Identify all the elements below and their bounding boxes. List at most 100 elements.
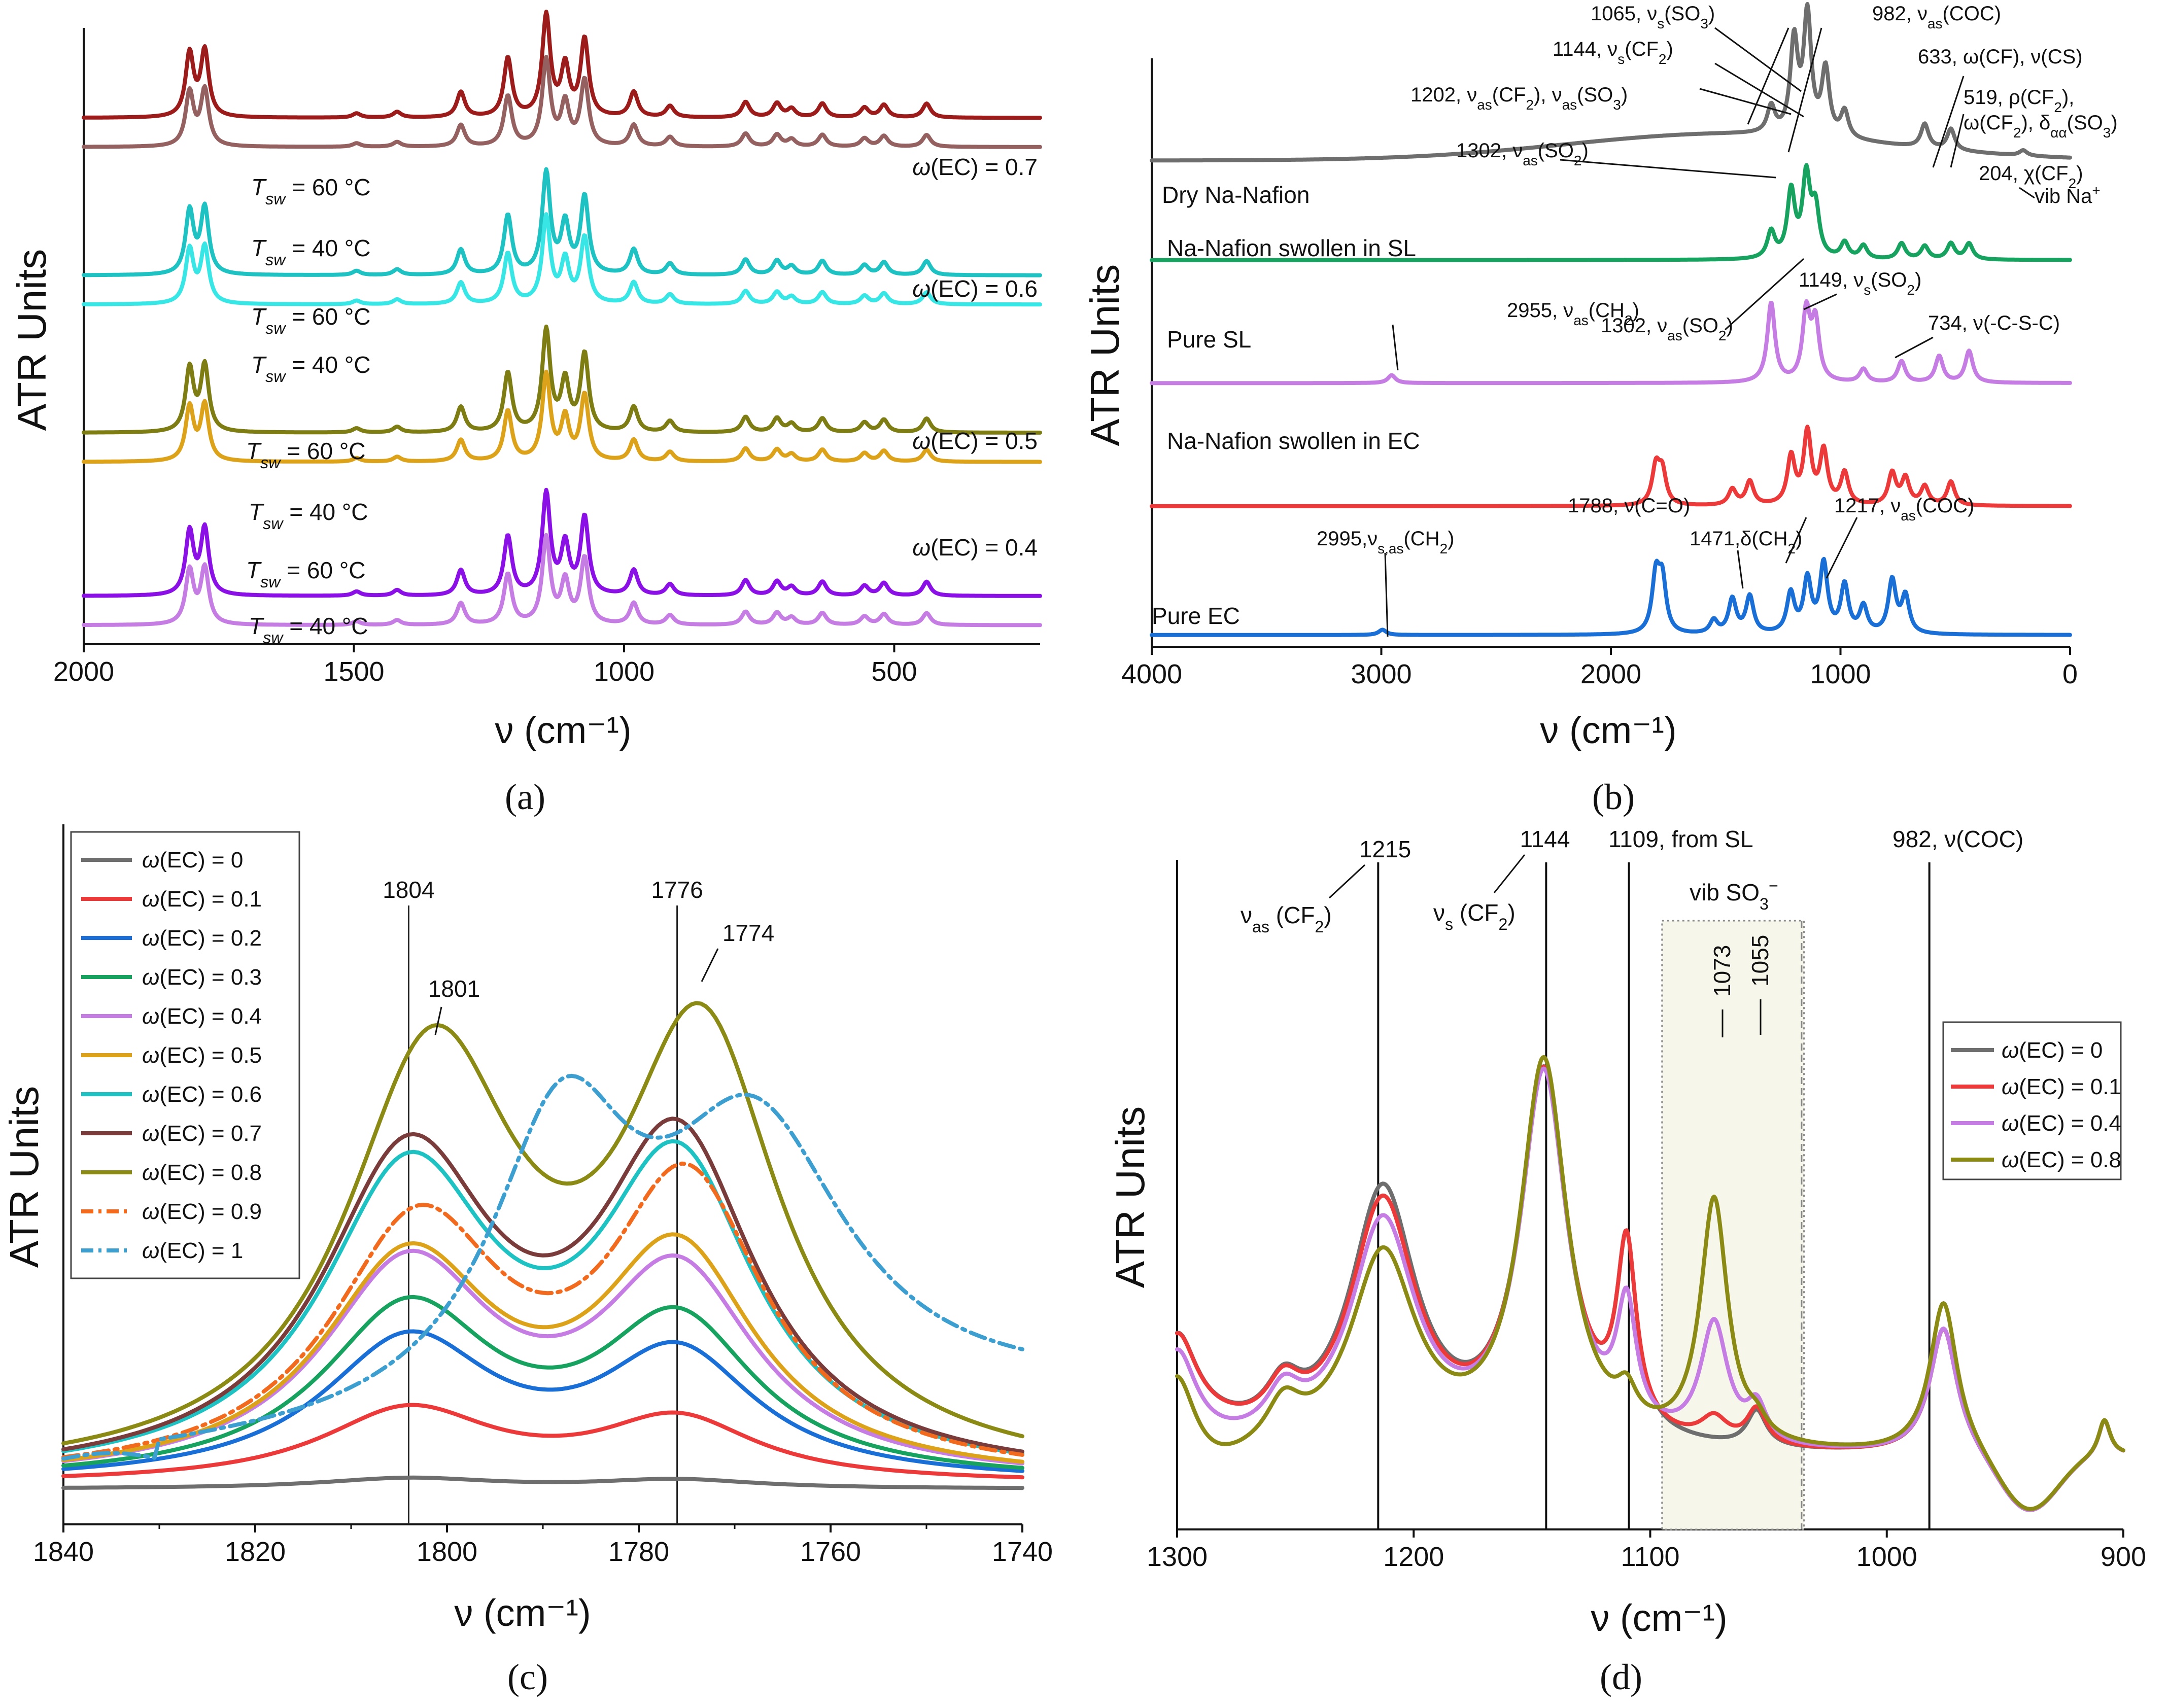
panel-c-xlabel: ν (cm⁻¹) (454, 1592, 591, 1634)
panel-d-series-line (1175, 1055, 2125, 1511)
panel-b-xlabel: ν (cm⁻¹) (1540, 709, 1676, 751)
panel-d-ylabel: ATR Units (1108, 1106, 1153, 1288)
panel-b-label: (b) (1592, 777, 1635, 817)
panel-d-x-tick-label: 1000 (1856, 1542, 1917, 1572)
panel-b-ticks: 4000 3000 2000 1000 0 (1121, 647, 2078, 689)
panel-b-leader-line (1392, 324, 1399, 371)
panel-c-reference-label: 1776 (651, 877, 703, 903)
panel-b-x-tick-label: 2000 (1580, 659, 1641, 689)
panel-c-series-line (61, 1403, 1024, 1480)
panel-b-x-tick-label: 1000 (1810, 659, 1871, 689)
panel-b-leader-line (1950, 114, 1965, 168)
panel-d-x-tick-label: 900 (2101, 1542, 2146, 1572)
panel-b-annotation: 2995,νs,as(CH2) (1317, 528, 1454, 556)
panel-a-ticks: 2000 1500 1000 500 (53, 644, 917, 687)
panel-b-annotation: 1149, νs(SO2) (1799, 269, 1921, 298)
panel-b-series-line (1150, 163, 2072, 262)
panel-c-peak-leader (701, 948, 719, 982)
panel-c-legend-label: ω(EC) = 0.3 (142, 965, 262, 990)
panel-b-annotation: 2955, νas(CH2) (1507, 299, 1639, 328)
panel-c-legend-label: ω(EC) = 0.9 (142, 1199, 262, 1224)
panel-b-annotation: 1217, νas(COC) (1834, 495, 1974, 524)
panel-b-annotation: 519, ρ(CF2), (1964, 86, 2074, 115)
panel-a-series-line (82, 533, 1042, 628)
panel-a-x-tick-label: 1000 (594, 656, 655, 687)
panel-b-series-line (1150, 425, 2072, 508)
panel-d-legend-label: ω(EC) = 0.8 (2002, 1147, 2121, 1172)
panel-b-leader-line (1714, 62, 1804, 118)
panel-b-ylabel: ATR Units (1082, 264, 1127, 446)
panel-b-series-line (1150, 556, 2072, 637)
panel-a-group-label: ω(EC) = 0.5 (912, 428, 1038, 454)
panel-a-temp-label: Tsw = 40 °C (249, 499, 368, 533)
panel-c-series-line (61, 1073, 1024, 1461)
panel-c-legend-label: ω(EC) = 0.2 (142, 926, 262, 951)
panel-b-series-name: Dry Na-Nafion (1162, 182, 1310, 208)
panel-a-temp-label: Tsw = 60 °C (251, 303, 370, 337)
panel-a-series-line (82, 369, 1042, 464)
panel-b-annotation: 1302, νas(SO2) (1456, 140, 1589, 168)
panel-b-leader-line (1714, 27, 1802, 92)
panel-c-x-tick-label: 1840 (33, 1537, 94, 1567)
panel-d-x-tick-label: 1200 (1383, 1542, 1444, 1572)
panel-c-legend-label: ω(EC) = 0.5 (142, 1043, 262, 1068)
panel-b-annotation: 734, ν(-C-S-C) (1928, 312, 2060, 334)
panel-c-peak-label: 1801 (428, 975, 480, 1002)
panel-a: 2000 1500 1000 500 ATR Units ν (cm⁻¹) (a) ω… (9, 10, 1042, 817)
panel-c-series-line (61, 1329, 1024, 1473)
panel-a-series-line (82, 487, 1042, 598)
panel-a-xlabel: ν (cm⁻¹) (495, 709, 631, 751)
panel-d-legend-label: ω(EC) = 0.1 (2002, 1074, 2121, 1099)
panel-c-x-tick-label: 1760 (800, 1537, 861, 1567)
panel-c-legend-label: ω(EC) = 0.4 (142, 1004, 262, 1029)
panel-a-series-line (82, 55, 1042, 149)
panel-d-labels: 1215 νas (CF2) 1144 νs (CF2) 1109, from SL 98… (1241, 826, 2023, 1037)
panel-b-curves (1150, 2, 2072, 637)
panel-b-leader-line (1747, 27, 1789, 125)
panel-a-temp-label: Tsw = 60 °C (246, 557, 365, 591)
panel-b-series-name: Na-Nafion swollen in SL (1167, 235, 1416, 261)
panel-d-series-line (1175, 1066, 2125, 1512)
panel-d-leader (1493, 854, 1526, 893)
panel-b-leader-line (1384, 552, 1389, 637)
panel-d-x-tick-label: 1300 (1147, 1542, 1208, 1572)
panel-c-legend-label: ω(EC) = 0.7 (142, 1121, 262, 1146)
panel-d-peak-label: 982, ν(COC) (1892, 826, 2023, 852)
panel-c-series-line (61, 1161, 1024, 1459)
panel-d-leader (1328, 864, 1366, 899)
panel-b-annotation: 1471,δ(CH2) (1690, 528, 1802, 556)
panel-d-x-tick-label: 1100 (1621, 1542, 1679, 1572)
panel-a-x-tick-label: 500 (871, 656, 917, 687)
panel-d-axes (1176, 860, 2123, 1530)
panel-c-x-tick-label: 1820 (225, 1537, 286, 1567)
panel-b-series-name: Pure EC (1152, 603, 1240, 629)
panel-b-annotation: ω(CF2), δαα(SO3) (1964, 112, 2118, 141)
panel-c-series-line (61, 1295, 1024, 1470)
panel-a-temp-label: Tsw = 60 °C (246, 438, 365, 472)
panel-b-leader-line (1895, 336, 1934, 359)
panel-a-series-line (82, 212, 1042, 307)
panel-a-x-tick-label: 2000 (53, 656, 114, 687)
panel-a-temp-label: Tsw = 40 °C (251, 235, 370, 269)
panel-c-series-line (61, 1001, 1024, 1446)
panel-a-temp-label: Tsw = 40 °C (249, 613, 368, 647)
panel-c-series-line (61, 1475, 1024, 1490)
panel-c-legend: ω(EC) = 0 ω(EC) = 0.1 ω(EC) = 0.2 ω(EC) = 0… (70, 831, 300, 1279)
panel-b-annotation: 1302, νas(SO2) (1601, 315, 1733, 343)
panel-c-series-line (61, 1117, 1024, 1454)
panel-b-leader-line (1826, 517, 1858, 579)
panel-c: 1804 1776 1801 1774 1840 1820 1800 1780 1760 174… (2, 824, 1053, 1697)
panel-c-label: (c) (507, 1657, 548, 1697)
panel-a-series-line (82, 167, 1042, 277)
panel-b-annotation: 1202, νas(CF2), νas(SO3) (1410, 84, 1628, 113)
panel-c-peak-label: 1774 (722, 920, 774, 946)
panel-b-annotation: 204, χ(CF2) (1979, 162, 2083, 191)
panel-b-annotation: 633, ω(CF), ν(CS) (1918, 46, 2083, 68)
panel-b-axes (1151, 58, 2070, 648)
panel-d-ticks: 1300 1200 1100 1000 900 (1147, 1529, 2146, 1572)
panel-a-label: (a) (505, 777, 545, 817)
panel-a-series-line (82, 10, 1042, 120)
panel-d-legend: ω(EC) = 0 ω(EC) = 0.1 ω(EC) = 0.4 ω(EC) = 0… (1942, 1021, 2122, 1180)
panel-b-series-name: Na-Nafion swollen in EC (1167, 428, 1420, 454)
